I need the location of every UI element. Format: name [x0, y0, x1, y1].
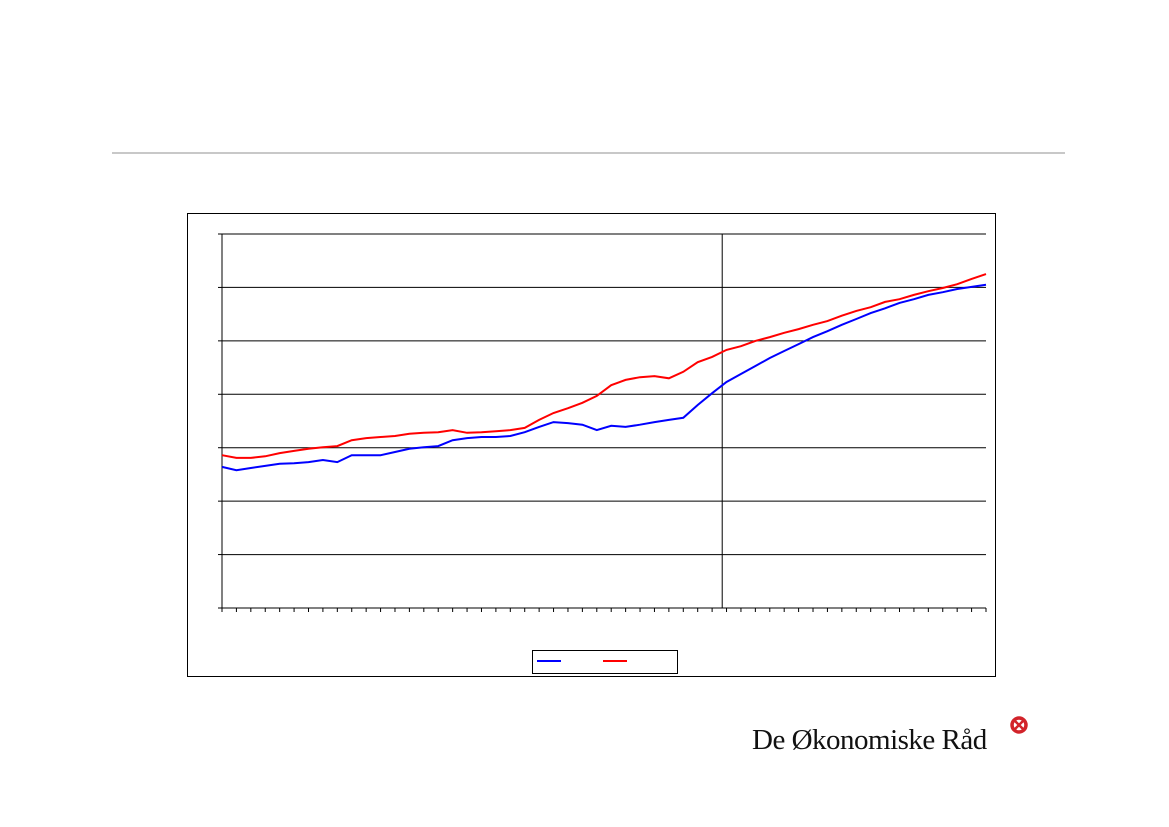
logo-text: De Økonomiske Råd	[752, 724, 987, 756]
series-line	[221, 273, 987, 459]
series-line	[221, 283, 987, 472]
chart-frame	[187, 213, 996, 677]
logo: De Økonomiske Råd	[752, 724, 987, 757]
